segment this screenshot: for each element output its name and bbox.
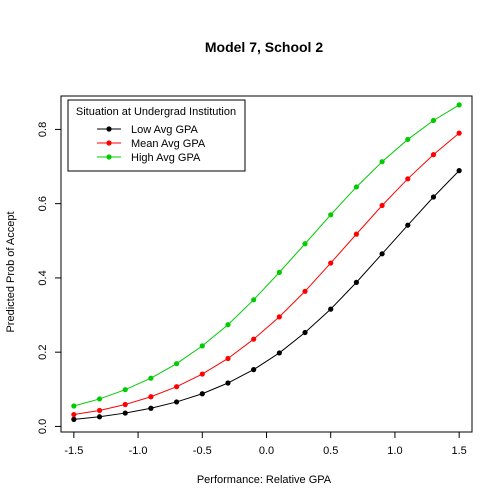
y-axis-label: Predicted Prob of Accept	[5, 211, 17, 332]
series-layer	[71, 102, 462, 422]
data-point	[148, 375, 154, 381]
data-point	[96, 414, 103, 420]
data-point	[173, 399, 180, 405]
data-point	[199, 371, 205, 377]
legend-label: Mean Avg GPA	[131, 138, 206, 150]
data-point	[456, 102, 462, 108]
legend-label: Low Avg GPA	[131, 124, 199, 136]
x-tick-label: 1.0	[387, 445, 402, 457]
data-point	[302, 329, 308, 336]
data-point	[251, 297, 257, 303]
y-tick-label: 0.8	[37, 122, 49, 137]
legend-items: Low Avg GPA Mean Avg GPA High Avg GPA	[97, 124, 206, 164]
y-tick-label: 0.0	[37, 419, 49, 434]
data-point	[379, 202, 385, 209]
data-point	[173, 384, 180, 390]
x-tick-label: -1.0	[129, 445, 148, 457]
legend: Situation at Undergrad Institution Low A…	[67, 99, 246, 172]
data-point	[430, 152, 437, 158]
data-point	[328, 260, 334, 266]
data-point	[353, 231, 360, 237]
data-point	[276, 350, 282, 356]
data-point	[456, 168, 462, 174]
data-point	[251, 336, 257, 342]
y-tick-label: 0.6	[37, 196, 49, 211]
data-point	[71, 411, 77, 418]
data-point	[71, 403, 77, 409]
data-point	[225, 355, 231, 362]
data-point	[430, 194, 437, 200]
legend-item: Mean Avg GPA	[97, 138, 206, 150]
data-point	[173, 361, 180, 367]
legend-label: High Avg GPA	[131, 152, 201, 164]
data-point	[148, 405, 154, 411]
data-point	[379, 251, 385, 257]
data-point	[122, 387, 128, 393]
data-point	[199, 343, 205, 349]
data-point	[379, 159, 385, 165]
chart-title: Model 7, School 2	[205, 39, 323, 55]
data-point	[456, 130, 462, 136]
data-point	[302, 241, 308, 247]
data-point	[122, 410, 128, 416]
series-line	[73, 170, 460, 420]
data-point	[148, 394, 154, 400]
legend-box	[67, 99, 246, 172]
series-0	[71, 168, 462, 422]
data-point	[96, 396, 103, 402]
data-point	[199, 391, 205, 397]
data-point	[276, 269, 282, 275]
data-point	[353, 184, 360, 190]
data-point	[225, 322, 231, 328]
data-point	[405, 222, 411, 228]
data-point	[328, 306, 334, 312]
y-axis: 0.0 0.2 0.4 0.6 0.8	[37, 122, 62, 434]
data-point	[328, 212, 334, 218]
y-tick-label: 0.2	[37, 345, 49, 360]
series-line	[73, 104, 460, 407]
series-line	[73, 132, 460, 416]
legend-swatch-point	[106, 154, 112, 160]
data-point	[122, 401, 128, 408]
data-point	[96, 407, 103, 414]
legend-item: High Avg GPA	[97, 152, 201, 164]
data-point	[302, 288, 308, 294]
data-point	[405, 176, 411, 182]
x-tick-label: 1.5	[452, 445, 467, 457]
data-point	[251, 367, 257, 373]
data-point	[353, 279, 360, 285]
x-tick-label: 0.0	[259, 445, 274, 457]
legend-item: Low Avg GPA	[97, 124, 199, 136]
legend-title: Situation at Undergrad Institution	[76, 106, 236, 118]
x-axis: -1.5 -1.0 -0.5 0.0 0.5 1.0 1.5	[64, 431, 467, 457]
x-tick-label: -0.5	[193, 445, 212, 457]
x-tick-label: -1.5	[64, 445, 83, 457]
data-point	[430, 117, 437, 124]
x-tick-label: 0.5	[323, 445, 338, 457]
data-point	[71, 416, 77, 422]
series-2	[71, 102, 462, 409]
series-1	[71, 130, 462, 418]
x-axis-label: Performance: Relative GPA	[197, 474, 332, 486]
y-tick-label: 0.4	[37, 270, 49, 285]
legend-swatch-point	[106, 140, 112, 146]
data-point	[405, 136, 411, 143]
legend-swatch-point	[106, 126, 112, 132]
data-point	[225, 380, 231, 386]
data-point	[276, 314, 282, 320]
